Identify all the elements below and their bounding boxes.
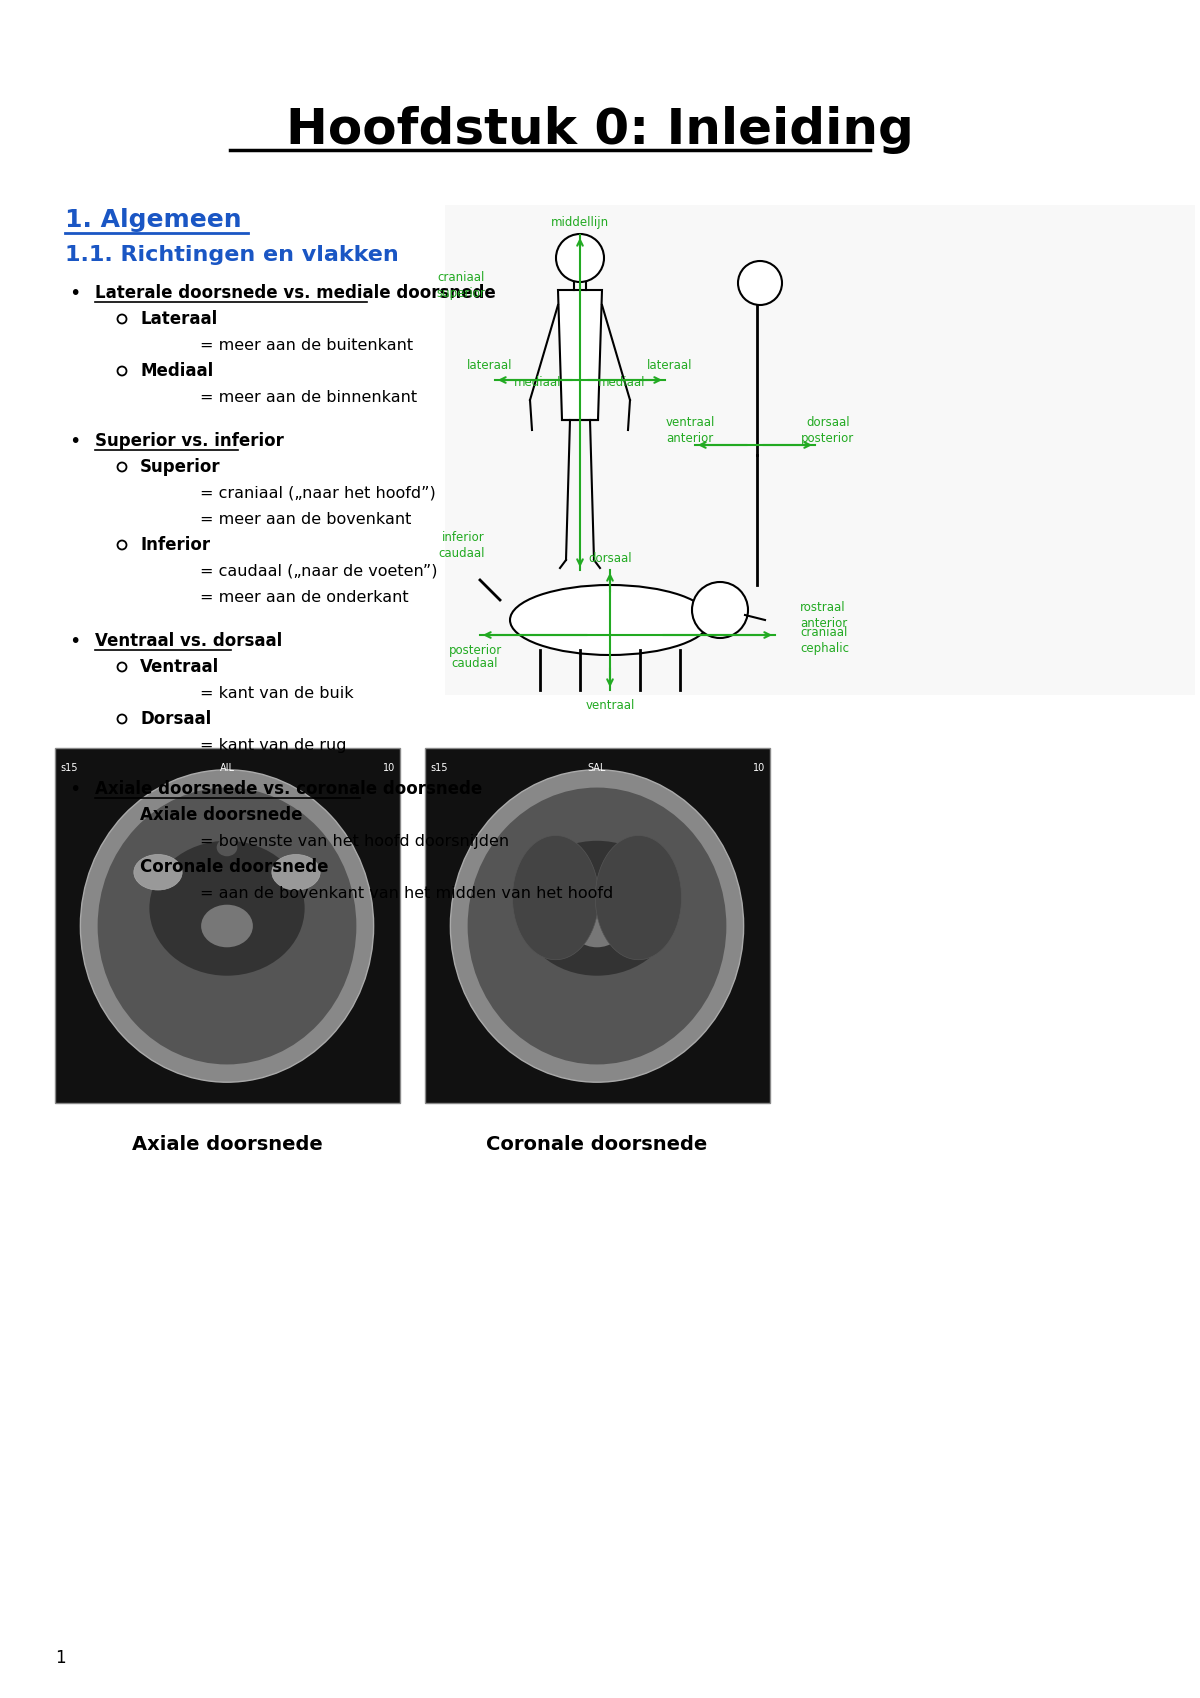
- Text: 10: 10: [383, 762, 395, 773]
- Text: Axiale doorsnede: Axiale doorsnede: [132, 1136, 323, 1155]
- Ellipse shape: [80, 769, 373, 1082]
- Circle shape: [118, 540, 126, 550]
- Text: Laterale doorsnede vs. mediale doorsnede: Laterale doorsnede vs. mediale doorsnede: [95, 284, 496, 302]
- Ellipse shape: [595, 835, 682, 959]
- Text: •: •: [70, 779, 80, 798]
- Text: = meer aan de binnenkant: = meer aan de binnenkant: [200, 389, 418, 404]
- Text: middellijn: middellijn: [551, 216, 610, 229]
- Circle shape: [118, 367, 126, 375]
- Text: = bovenste van het hoofd doorsnijden: = bovenste van het hoofd doorsnijden: [200, 834, 509, 849]
- Text: lateraal: lateraal: [467, 358, 512, 372]
- Ellipse shape: [97, 788, 356, 1065]
- Text: Inferior: Inferior: [140, 537, 210, 554]
- Text: craniaal
superior: craniaal superior: [436, 270, 485, 299]
- Text: = kant van de buik: = kant van de buik: [200, 686, 354, 701]
- Text: Ventraal: Ventraal: [140, 659, 220, 676]
- Text: = craniaal („naar het hoofd”): = craniaal („naar het hoofd”): [200, 486, 436, 501]
- Ellipse shape: [512, 835, 599, 959]
- Circle shape: [118, 314, 126, 324]
- Text: dorsaal
posterior: dorsaal posterior: [802, 416, 854, 445]
- Text: ventraal: ventraal: [586, 698, 635, 711]
- Bar: [55, 749, 400, 1104]
- Text: posterior: posterior: [449, 644, 502, 657]
- Ellipse shape: [450, 769, 744, 1082]
- Text: Dorsaal: Dorsaal: [140, 710, 211, 728]
- Text: ventraal
anterior: ventraal anterior: [665, 416, 715, 445]
- Circle shape: [118, 662, 126, 671]
- Ellipse shape: [520, 841, 674, 976]
- Ellipse shape: [272, 854, 320, 890]
- Text: •: •: [70, 632, 80, 650]
- Circle shape: [738, 261, 782, 306]
- Text: Hoofdstuk 0: Inleiding: Hoofdstuk 0: Inleiding: [286, 105, 914, 155]
- Text: s15: s15: [60, 762, 78, 773]
- Text: Superior vs. inferior: Superior vs. inferior: [95, 431, 284, 450]
- Text: •: •: [70, 431, 80, 450]
- Text: = meer aan de buitenkant: = meer aan de buitenkant: [200, 338, 413, 353]
- Text: inferior
caudaal: inferior caudaal: [438, 530, 485, 560]
- Text: AIL: AIL: [220, 762, 234, 773]
- Text: Axiale doorsnede: Axiale doorsnede: [140, 807, 302, 824]
- Circle shape: [118, 810, 126, 820]
- Text: Coronale doorsnede: Coronale doorsnede: [140, 857, 329, 876]
- Text: craniaal
cephalic: craniaal cephalic: [800, 625, 850, 654]
- Circle shape: [556, 234, 604, 282]
- Ellipse shape: [510, 586, 710, 655]
- Text: 1.1. Richtingen en vlakken: 1.1. Richtingen en vlakken: [65, 245, 398, 265]
- Text: SAL: SAL: [588, 762, 606, 773]
- Ellipse shape: [217, 839, 238, 856]
- Text: •: •: [70, 284, 80, 302]
- Circle shape: [118, 715, 126, 723]
- Text: Ventraal vs. dorsaal: Ventraal vs. dorsaal: [95, 632, 282, 650]
- Ellipse shape: [202, 905, 253, 947]
- Text: 1. Algemeen: 1. Algemeen: [65, 207, 241, 233]
- Text: = kant van de rug: = kant van de rug: [200, 737, 347, 752]
- Polygon shape: [558, 290, 602, 419]
- Ellipse shape: [571, 905, 623, 947]
- Text: s15: s15: [430, 762, 448, 773]
- Text: Coronale doorsnede: Coronale doorsnede: [486, 1136, 708, 1155]
- Circle shape: [118, 863, 126, 871]
- FancyBboxPatch shape: [445, 205, 1195, 694]
- Text: = caudaal („naar de voeten”): = caudaal („naar de voeten”): [200, 564, 438, 579]
- Text: caudaal: caudaal: [451, 657, 498, 669]
- Text: dorsaal: dorsaal: [588, 552, 632, 564]
- Text: rostraal
anterior: rostraal anterior: [800, 601, 847, 630]
- Text: mediaal: mediaal: [515, 375, 562, 389]
- Text: 10: 10: [752, 762, 766, 773]
- Text: mediaal: mediaal: [599, 375, 646, 389]
- Text: = aan de bovenkant van het midden van het hoofd: = aan de bovenkant van het midden van he…: [200, 885, 613, 900]
- Text: Axiale doorsnede vs. coronale doorsnede: Axiale doorsnede vs. coronale doorsnede: [95, 779, 482, 798]
- Text: Lateraal: Lateraal: [140, 311, 217, 328]
- Ellipse shape: [149, 841, 305, 976]
- Text: = meer aan de onderkant: = meer aan de onderkant: [200, 589, 409, 604]
- Ellipse shape: [134, 854, 182, 890]
- Bar: [425, 749, 770, 1104]
- Text: = meer aan de bovenkant: = meer aan de bovenkant: [200, 511, 412, 526]
- Text: Mediaal: Mediaal: [140, 362, 214, 380]
- Circle shape: [692, 582, 748, 638]
- Circle shape: [118, 462, 126, 472]
- Ellipse shape: [468, 788, 726, 1065]
- Text: Superior: Superior: [140, 458, 221, 475]
- Text: lateraal: lateraal: [647, 358, 692, 372]
- Text: 1: 1: [55, 1649, 66, 1667]
